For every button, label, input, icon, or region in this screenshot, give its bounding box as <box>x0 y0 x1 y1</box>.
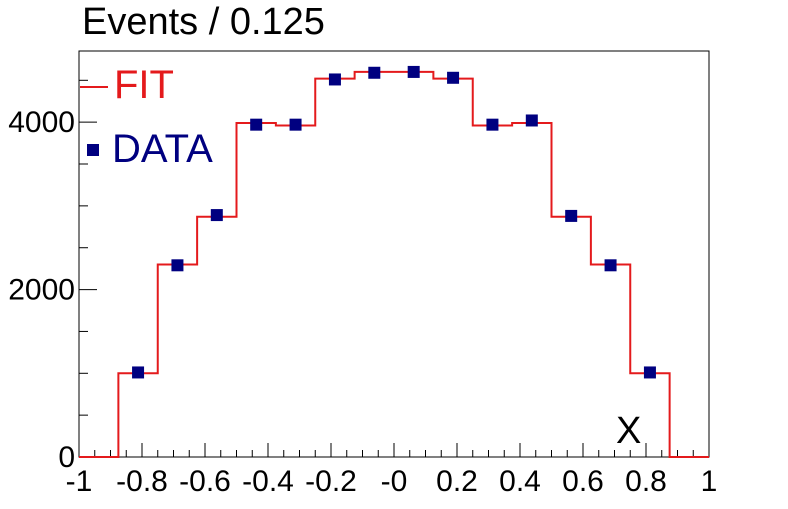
legend-data-label: DATA <box>112 127 213 171</box>
data-point <box>565 209 578 222</box>
data-point <box>328 73 341 86</box>
fit-step-line <box>79 70 709 458</box>
data-point <box>289 118 302 131</box>
data-point <box>368 66 381 79</box>
y-axis: 0 2000 4000 <box>8 79 97 474</box>
y-tick-label: 0 <box>58 441 75 474</box>
x-tick-label: -0.6 <box>179 465 231 498</box>
x-tick-label: -0 <box>381 465 408 498</box>
x-tick-label: 0.8 <box>625 465 667 498</box>
data-point <box>132 366 145 379</box>
data-point <box>486 118 499 131</box>
data-point <box>525 114 538 127</box>
data-point <box>604 259 617 272</box>
data-series <box>132 65 656 379</box>
x-tick-label: 0.4 <box>499 465 541 498</box>
chart-title: Events / 0.125 <box>82 1 325 43</box>
legend-fit-label: FIT <box>114 63 174 107</box>
x-axis: -1 -0.8 -0.6 -0.4 -0.2 -0 0.2 0.4 0.6 0.8 1 <box>66 443 718 498</box>
data-point <box>643 366 656 379</box>
y-tick-label: 4000 <box>8 106 75 139</box>
x-tick-label: -0.4 <box>242 465 294 498</box>
x-tick-label: 0.6 <box>562 465 604 498</box>
x-tick-label: -0.8 <box>116 465 168 498</box>
data-point <box>210 209 223 222</box>
x-tick-label: -1 <box>66 465 93 498</box>
legend-data-swatch <box>87 144 99 156</box>
x-tick-label: 1 <box>701 465 718 498</box>
fit-series <box>79 70 709 458</box>
x-axis-label: X <box>616 410 641 452</box>
x-tick-label: 0.2 <box>436 465 478 498</box>
data-point <box>171 259 184 272</box>
data-point <box>407 65 420 78</box>
x-tick-label: -0.2 <box>305 465 357 498</box>
y-tick-label: 2000 <box>8 274 75 307</box>
data-point <box>250 118 263 131</box>
legend: FIT DATA <box>80 63 213 171</box>
data-point <box>447 71 460 84</box>
plot-frame <box>78 50 710 458</box>
